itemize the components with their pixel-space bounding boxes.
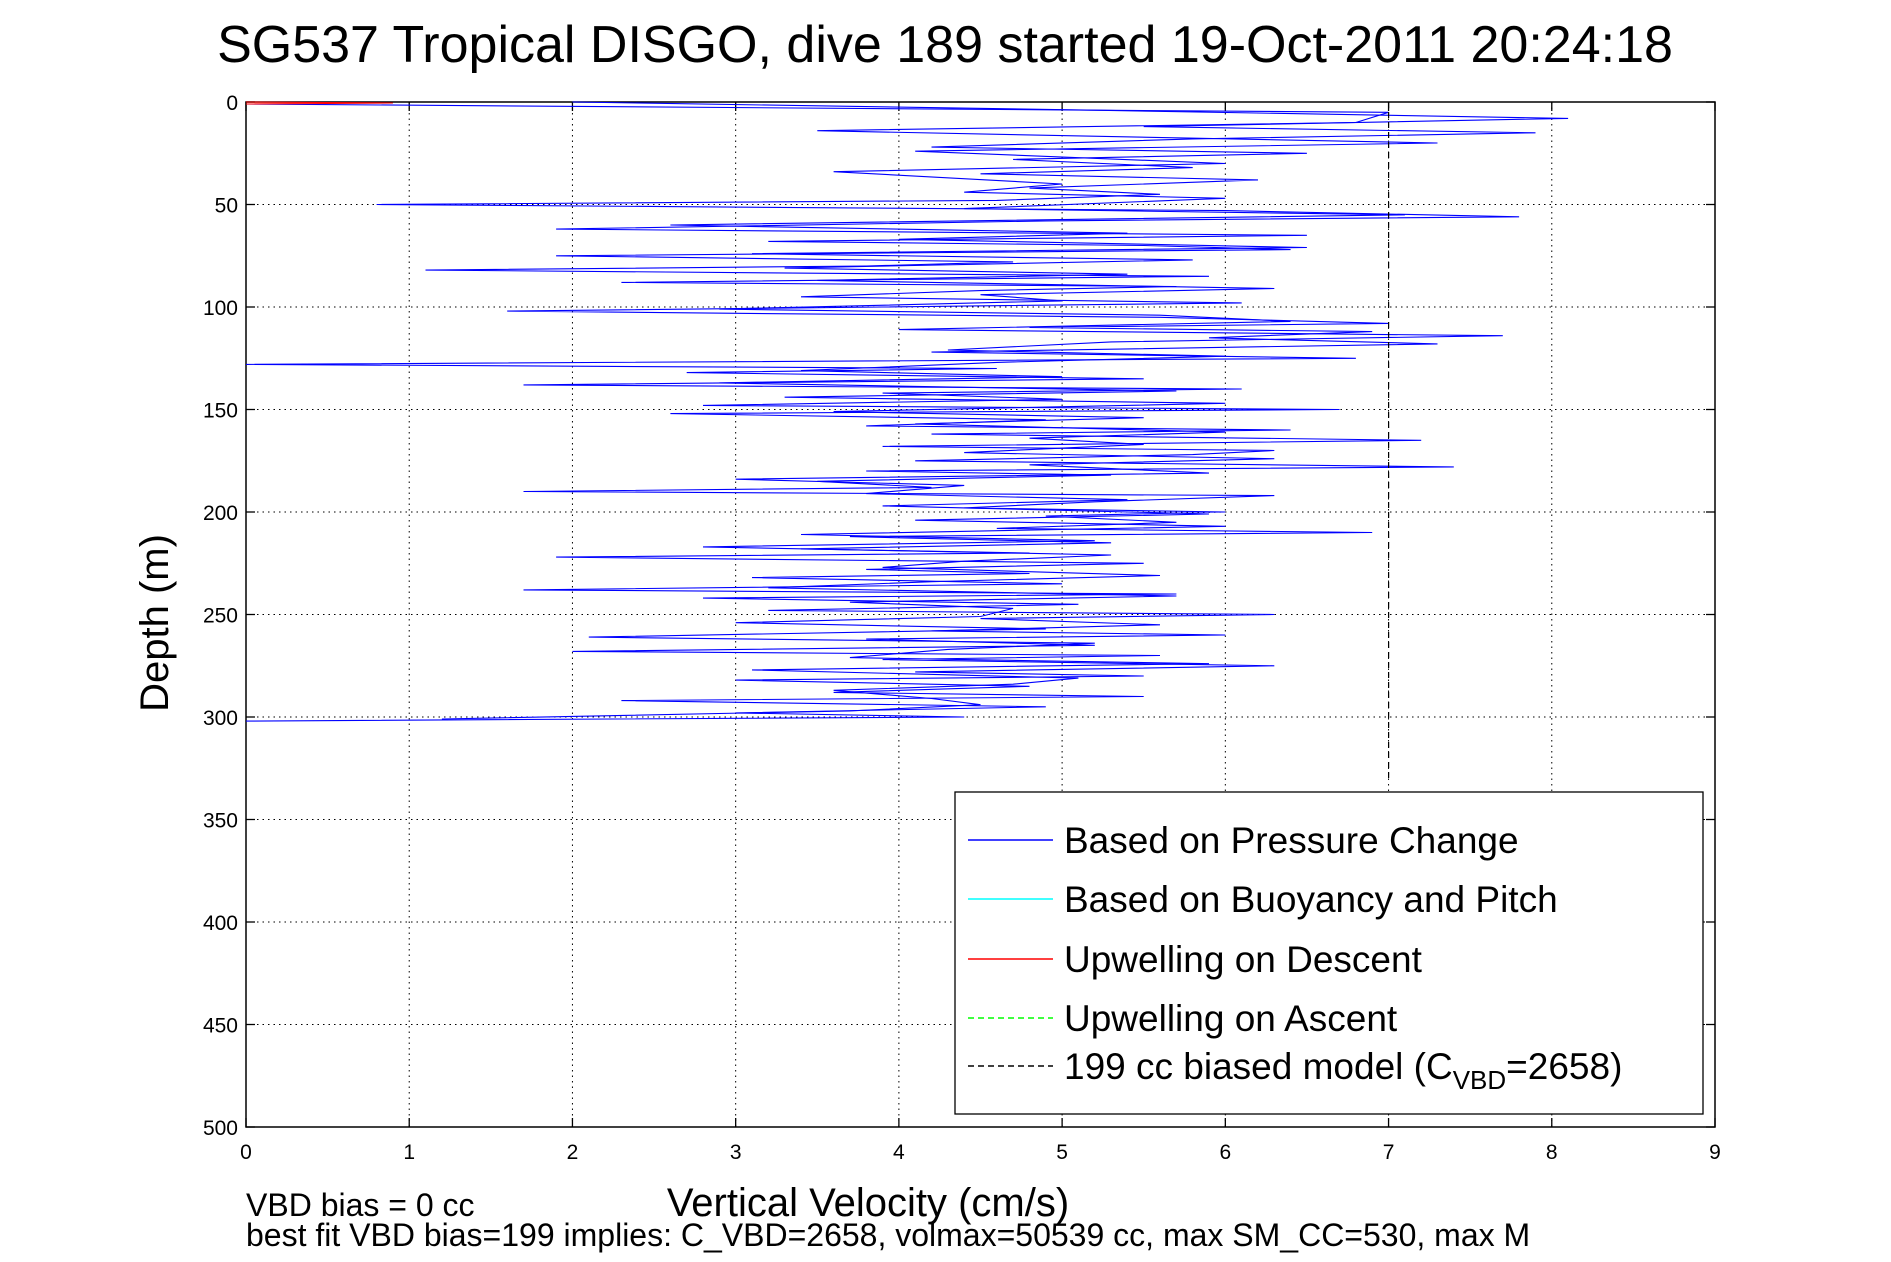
- y-tick-label: 250: [203, 605, 238, 628]
- legend-box: [954, 791, 1704, 1115]
- chart-title: SG537 Tropical DISGO, dive 189 started 1…: [217, 16, 1673, 74]
- x-tick-label: 6: [1219, 1141, 1231, 1164]
- x-tick-label: 7: [1383, 1141, 1395, 1164]
- legend-label-buoyancy: Based on Buoyancy and Pitch: [1064, 879, 1558, 920]
- y-tick-label: 500: [203, 1117, 238, 1140]
- y-axis-label: Depth (m): [133, 534, 177, 712]
- y-tick-label: 400: [203, 912, 238, 935]
- y-tick-label: 300: [203, 707, 238, 730]
- y-tick-label: 150: [203, 400, 238, 423]
- x-tick-label: 4: [893, 1141, 905, 1164]
- x-tick-label: 3: [730, 1141, 742, 1164]
- y-tick-label: 50: [215, 195, 238, 218]
- series-upwelling_descent-line: [245, 101, 393, 105]
- y-tick-label: 100: [203, 297, 238, 320]
- legend-label-upwelling_descent: Upwelling on Descent: [1064, 939, 1423, 980]
- legend-label-model: 199 cc biased model (CVBD=2658): [1064, 1046, 1622, 1095]
- x-tick-label: 1: [403, 1141, 415, 1164]
- vbd-bias-note: VBD bias = 0 cc: [246, 1187, 475, 1223]
- y-tick-label: 450: [203, 1015, 238, 1038]
- x-tick-label: 0: [240, 1141, 252, 1164]
- series-pressure-line: [245, 101, 1569, 722]
- x-axis: 0 1 2 3 4 5 6 7 8 9: [240, 102, 1721, 1164]
- legend: Based on Pressure Change Based on Buoyanc…: [954, 791, 1704, 1115]
- series-pressure-line-b: [245, 103, 1503, 720]
- y-axis: 0 50 100 150 200 250 300 350 400 450 500: [203, 92, 1715, 1140]
- x-tick-label: 8: [1546, 1141, 1558, 1164]
- legend-label-upwelling_ascent: Upwelling on Ascent: [1064, 998, 1398, 1039]
- y-tick-label: 200: [203, 502, 238, 525]
- y-tick-label: 0: [226, 92, 238, 115]
- series-layer: [245, 101, 1569, 779]
- x-tick-label: 9: [1709, 1141, 1721, 1164]
- best-fit-note: best fit VBD bias=199 implies: C_VBD=265…: [246, 1217, 1530, 1253]
- x-tick-label: 2: [567, 1141, 579, 1164]
- x-axis-label: Vertical Velocity (cm/s): [667, 1181, 1069, 1225]
- y-tick-label: 350: [203, 810, 238, 833]
- x-tick-label: 5: [1056, 1141, 1068, 1164]
- legend-label-pressure: Based on Pressure Change: [1064, 820, 1519, 861]
